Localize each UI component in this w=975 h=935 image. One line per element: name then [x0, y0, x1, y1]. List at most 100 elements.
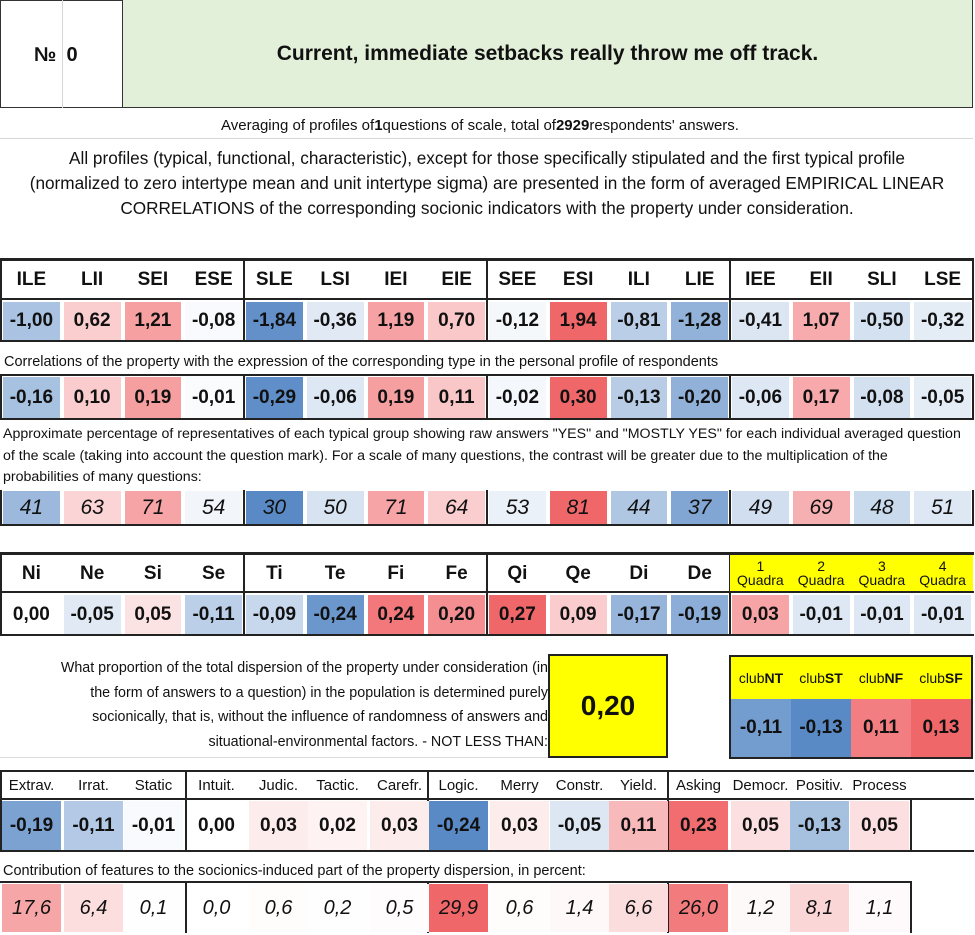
type-group-border	[729, 258, 731, 342]
type-correlation-lie: -0,20	[671, 377, 728, 418]
type-correlation-eii: 0,17	[792, 377, 850, 418]
club-name: NT	[764, 670, 784, 686]
trait-header-extrav: Extrav.	[8, 776, 55, 794]
function-header-ni: Ni	[21, 562, 41, 584]
trait-contribution-static: 0,1	[124, 884, 183, 932]
trait-value-irrat: -0,11	[64, 801, 123, 850]
function-value-fi: 0,24	[367, 595, 425, 634]
type-correlation-eie: 0,11	[428, 377, 485, 418]
type-header-lsi: LSI	[320, 269, 350, 290]
type-normalized-iee: -0,41	[732, 302, 789, 340]
trait-contribution-carefr: 0,5	[370, 884, 429, 932]
type-normalized-iei: 1,19	[367, 302, 425, 340]
quadra-value-3: -0,01	[853, 595, 911, 634]
percentage-group-border	[486, 490, 488, 526]
trait-contribution-positiv: 8,1	[790, 884, 849, 932]
percentage-group-border	[243, 490, 245, 526]
trait-table-frame	[0, 770, 974, 852]
type-correlation-iei: 0,19	[367, 377, 425, 418]
type-percentage-lsi: 50	[306, 491, 364, 524]
type-header-sli: SLI	[867, 269, 897, 290]
averaging-summary: Averaging of profiles of 1 questions of …	[0, 112, 960, 138]
contribution-caption: Contribution of features to the sociоnic…	[3, 863, 586, 879]
trait-header-logic: Logic.	[438, 776, 479, 794]
function-header-ne: Ne	[79, 562, 105, 584]
quadra-number: 1	[756, 558, 765, 574]
quadra-header-4: 4 Quadra	[912, 555, 973, 591]
function-value-ne: -0,05	[63, 595, 121, 634]
function-value-qi: 0,27	[489, 595, 546, 634]
type-percentage-lie: 37	[671, 491, 728, 524]
type-percentage-eii: 69	[792, 491, 850, 524]
function-value-di: -0,17	[610, 595, 668, 634]
trait-table-separator	[0, 798, 974, 800]
type-percentage-lii: 63	[63, 491, 121, 524]
type-normalized-esi: 1,94	[549, 302, 607, 340]
club-header-st: club ST	[791, 657, 851, 699]
dispersion-value: 0,20	[548, 654, 668, 758]
type-normalized-ese: -0,08	[185, 302, 242, 340]
trait-header-intuit: Intuit.	[198, 776, 235, 794]
trait-contribution-logic: 29,9	[429, 884, 488, 932]
trait-contribution-merry: 0,6	[490, 884, 549, 932]
correlation-group-border	[486, 374, 488, 420]
trait-contribution-yield: 6,6	[609, 884, 668, 932]
trait-header-positiv: Positiv.	[795, 776, 844, 794]
type-percentage-see: 53	[489, 491, 546, 524]
type-normalized-lse: -0,32	[914, 302, 971, 340]
function-group-border	[486, 552, 488, 636]
trait-contribution-irrat: 6,4	[64, 884, 123, 932]
correlation-group-border	[972, 374, 974, 420]
trait-group-border	[185, 770, 187, 852]
type-header-iei: IEI	[384, 269, 408, 290]
type-normalized-sei: 1,21	[124, 302, 182, 340]
quadra-number: 2	[817, 558, 826, 574]
correlation-group-border	[243, 374, 245, 420]
averaging-text-3: respondents' answers.	[589, 116, 739, 134]
club-frame	[729, 655, 973, 759]
trait-header-judic: Judic.	[258, 776, 299, 794]
type-header-ese: ESE	[194, 269, 233, 290]
trait-value-extrav: -0,19	[2, 801, 61, 850]
percentage-caption: Approximate percentage of representative…	[3, 426, 961, 485]
trait-contribution-process: 1,1	[850, 884, 909, 932]
dispersion-text: What proportion of the total dispersion …	[60, 660, 548, 750]
correlation-group-border	[729, 374, 731, 420]
type-normalized-ile: -1,00	[3, 302, 60, 340]
club-prefix: club	[858, 670, 885, 686]
type-header-sei: SEI	[137, 269, 169, 290]
type-correlation-sle: -0,29	[246, 377, 303, 418]
function-header-se: Se	[202, 562, 226, 584]
function-group-border	[0, 552, 2, 636]
type-percentage-ese: 54	[185, 491, 242, 524]
type-normalized-lii: 0,62	[63, 302, 121, 340]
function-header-si: Si	[143, 562, 162, 584]
quadra-value-2: -0,01	[792, 595, 850, 634]
function-value-se: -0,11	[185, 595, 242, 634]
quadra-word: Quadra	[737, 572, 784, 588]
function-header-fe: Fe	[445, 562, 468, 584]
type-group-border	[0, 258, 2, 342]
function-header-di: Di	[629, 562, 649, 584]
type-correlation-sei: 0,19	[124, 377, 182, 418]
question-title: Current, immediate setbacks really throw…	[122, 0, 972, 107]
type-header-lse: LSE	[924, 269, 962, 290]
function-value-fe: 0,20	[428, 595, 485, 634]
trait-value-carefr: 0,03	[370, 801, 429, 850]
function-value-si: 0,05	[124, 595, 182, 634]
type-correlation-sli: -0,08	[853, 377, 911, 418]
club-value-nf: 0,11	[851, 699, 911, 757]
quadra-header-2: 2 Quadra	[791, 555, 852, 591]
quadra-number: 4	[938, 558, 947, 574]
trait-contribution-democr: 1,2	[731, 884, 790, 932]
type-group-border	[486, 258, 488, 342]
trait-value-static: -0,01	[124, 801, 183, 850]
trait-contribution-intuit: 0,0	[187, 884, 246, 932]
function-header-fi: Fi	[387, 562, 405, 584]
club-prefix: club	[919, 670, 945, 686]
trait-value-logic: -0,24	[429, 801, 488, 850]
type-percentage-eie: 64	[428, 491, 485, 524]
type-normalized-sle: -1,84	[246, 302, 303, 340]
quadra-word: Quadra	[858, 572, 906, 588]
